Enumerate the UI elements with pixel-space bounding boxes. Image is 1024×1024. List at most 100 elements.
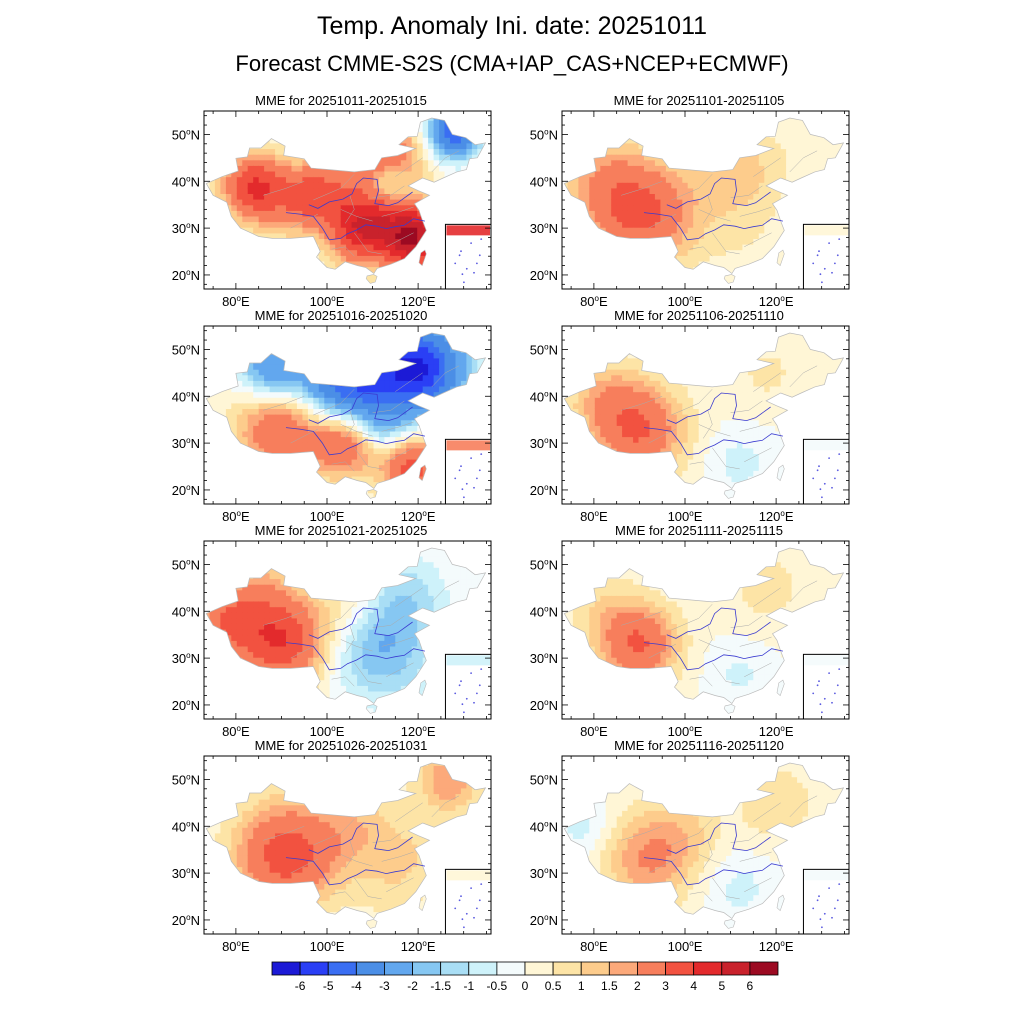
inset-island-dot	[838, 238, 841, 241]
colorbar-label: -1.5	[430, 979, 451, 993]
yangtze-river	[643, 427, 783, 456]
province-boundary	[753, 587, 781, 607]
map-panel-6: MME for 20251111-20251115 50oN 40oN 30oN 20…	[518, 523, 878, 738]
lat-tick-label: 20oN	[172, 483, 200, 498]
inset-island-dot	[834, 477, 836, 480]
inset-island-dot	[480, 883, 483, 885]
inset-island-dot	[828, 457, 830, 459]
lat-tick-label: 50oN	[172, 557, 200, 572]
map-panel-7: MME for 20251026-20251031 50oN 40oN 30oN 20…	[160, 738, 520, 953]
inset-island-dot	[473, 271, 475, 274]
province-boundary	[739, 206, 772, 217]
lat-tick-label: 30oN	[530, 866, 558, 881]
lat-tick-label: 20oN	[530, 268, 558, 283]
province-boundary	[331, 891, 355, 902]
country-border	[205, 762, 487, 920]
province-boundary	[702, 410, 713, 439]
inset-island-dot	[463, 926, 465, 929]
panel-title: MME for 20251026-20251031	[254, 738, 428, 753]
inset-island-dot	[460, 465, 462, 468]
province-boundary	[344, 625, 355, 654]
yellow-river	[666, 607, 771, 639]
colorbar-swatch	[355, 961, 385, 976]
province-boundary	[263, 181, 305, 196]
lon-tick-label: 80oE	[222, 294, 250, 308]
inset-island-dot	[476, 477, 478, 480]
lon-tick-label: 80oE	[222, 724, 250, 738]
yellow-river	[666, 177, 771, 209]
lat-tick-label: 20oN	[172, 698, 200, 713]
inset-island-dot	[831, 916, 833, 919]
province-boundary	[313, 389, 355, 416]
inset-island-dot	[818, 895, 820, 898]
province-boundary	[381, 636, 414, 647]
colorbar-label: 5	[718, 979, 725, 993]
panel-title: MME for 20251101-20251105	[613, 93, 785, 108]
inset-island-dot	[476, 692, 478, 695]
province-boundary	[344, 840, 355, 869]
lon-tick-label: 80oE	[580, 294, 608, 308]
province-boundary	[386, 662, 414, 678]
lat-tick-label: 40oN	[530, 174, 558, 189]
province-boundary	[712, 447, 740, 470]
hainan-island	[365, 704, 378, 714]
panel-title: MME for 20251016-20251020	[254, 308, 428, 323]
province-boundary	[395, 587, 423, 607]
province-boundary	[354, 877, 382, 900]
inset-island-dot	[819, 918, 822, 921]
colorbar-label: 4	[690, 979, 697, 993]
colorbar-label: 6	[747, 979, 754, 993]
lat-tick-label: 30oN	[172, 436, 200, 451]
colorbar-label: 1.5	[601, 979, 618, 993]
yangtze-river	[643, 857, 783, 886]
inset-island-dot	[816, 684, 819, 687]
map-panel-2: MME for 20251101-20251105 50oN 40oN 30oN 20…	[518, 93, 878, 308]
colorbar-label: 2	[634, 979, 641, 993]
inset-island-dot	[463, 281, 465, 284]
lon-tick-label: 100oE	[310, 294, 345, 308]
hainan-island	[365, 274, 378, 284]
inset-island-dot	[458, 684, 461, 687]
colorbar-swatch	[749, 961, 779, 976]
inset-island-dot	[828, 887, 830, 889]
province-boundary	[789, 795, 818, 818]
province-boundary	[313, 819, 355, 846]
yangtze-river	[285, 642, 425, 671]
south-china-sea-inset	[802, 653, 850, 720]
south-china-sea-inset	[802, 868, 850, 935]
lat-tick-label: 20oN	[530, 698, 558, 713]
inset-island-dot	[818, 250, 820, 253]
colorbar-label: -6	[295, 979, 306, 993]
inset-island-dot	[812, 477, 815, 480]
panel-title: MME for 20251111-20251115	[615, 523, 783, 538]
province-boundary	[689, 676, 713, 687]
country-border	[205, 117, 487, 275]
province-boundary	[263, 396, 305, 411]
province-boundary	[340, 639, 373, 652]
hainan-island	[365, 919, 378, 929]
lon-tick-label: 80oE	[580, 724, 608, 738]
map-panel-8: MME for 20251116-20251120 50oN 40oN 30oN 20…	[518, 738, 878, 953]
inset-island-dot	[831, 271, 833, 274]
yellow-river	[666, 392, 771, 424]
province-boundary	[395, 802, 423, 822]
province-boundary	[395, 157, 423, 177]
inset-island-dot	[834, 692, 836, 695]
province-boundary	[431, 580, 460, 603]
inset-island-dot	[821, 496, 823, 499]
inset-island-dot	[476, 262, 478, 265]
lon-tick-label: 80oE	[222, 939, 250, 953]
lat-tick-label: 30oN	[172, 221, 200, 236]
province-boundary	[730, 400, 763, 413]
inset-island-dot	[836, 899, 839, 902]
inset-island-dot	[478, 684, 481, 687]
colorbar-swatch	[299, 961, 329, 976]
province-boundary	[712, 232, 740, 255]
lat-tick-label: 30oN	[172, 651, 200, 666]
lat-tick-label: 50oN	[172, 127, 200, 142]
country-border	[563, 762, 845, 920]
inset-island-dot	[823, 267, 826, 270]
panel-title: MME for 20251116-20251120	[614, 738, 784, 753]
lon-tick-label: 120oE	[401, 939, 436, 953]
colorbar-label: 0.5	[545, 979, 562, 993]
